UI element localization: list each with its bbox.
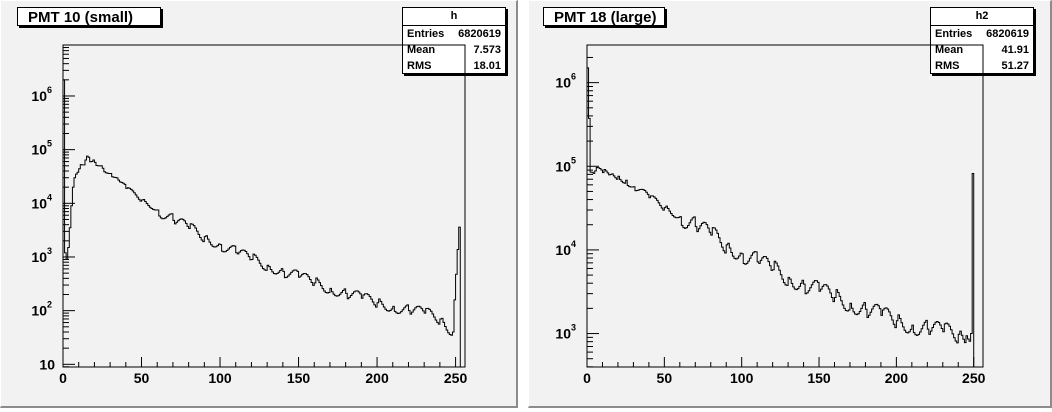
stats-rms-row: RMS 51.27 [931,58,1033,74]
y-tick-label: 10 [555,158,571,174]
stats-hist-name: h [403,8,505,26]
x-tick-label: 200 [885,370,909,386]
stats-mean-row: Mean 41.91 [931,42,1033,58]
y-tick-label: 10 [31,142,47,158]
y-tick-exponent: 3 [47,246,52,256]
y-tick-exponent: 3 [571,323,576,333]
y-tick-exponent: 2 [47,300,52,310]
x-tick-label: 150 [287,370,311,386]
y-tick-label: 10 [31,195,47,211]
stats-entries-row: Entries 6820619 [931,26,1033,42]
stats-box: h2 Entries 6820619 Mean 41.91 RMS 51.27 [930,7,1034,74]
histogram-pad-pmt18: PMT 18 (large) h2 Entries 6820619 Mean 4… [528,0,1052,408]
y-tick-exponent: 6 [47,85,52,95]
stats-entries-row: Entries 6820619 [403,26,505,42]
stats-entries-value: 6820619 [458,28,501,40]
histogram-series [62,79,465,368]
plot-frame [586,44,984,368]
x-tick-label: 100 [208,370,232,386]
stats-hist-name: h2 [931,8,1033,26]
y-tick-label: 10 [555,75,571,91]
x-tick-label: 200 [365,370,389,386]
stats-entries-label: Entries [407,28,445,40]
stats-rms-value: 51.27 [1001,60,1029,72]
stats-mean-label: Mean [407,44,436,56]
stats-entries-value: 6820619 [986,28,1029,40]
x-tick-label: 0 [59,370,67,386]
stats-rms-label: RMS [407,60,432,72]
stats-rms-row: RMS 18.01 [403,58,505,74]
y-tick-label: 10 [555,326,571,342]
x-tick-label: 250 [962,370,986,386]
x-tick-label: 100 [730,370,754,386]
stats-rms-value: 18.01 [473,60,501,72]
y-tick-label: 10 [31,303,47,319]
stats-mean-label: Mean [935,44,964,56]
x-tick-label: 50 [134,370,150,386]
x-tick-label: 0 [583,370,591,386]
stats-mean-value: 41.91 [1001,44,1029,56]
plot-frame [62,44,466,368]
histogram-pad-pmt10: PMT 10 (small) h Entries 6820619 Mean 7.… [0,0,518,408]
y-tick-exponent: 4 [571,239,576,249]
x-tick-label: 250 [444,370,468,386]
y-tick-exponent: 6 [571,72,576,82]
y-tick-label: 10 [39,356,55,372]
y-tick-exponent: 4 [47,192,52,202]
x-tick-label: 150 [807,370,831,386]
y-tick-label: 10 [31,88,47,104]
y-tick-label: 10 [31,249,47,265]
stats-mean-row: Mean 7.573 [403,42,505,58]
y-tick-label: 10 [555,242,571,258]
stats-rms-label: RMS [935,60,960,72]
stats-mean-value: 7.573 [473,44,501,56]
stats-box: h Entries 6820619 Mean 7.573 RMS 18.01 [402,7,506,74]
stats-entries-label: Entries [935,28,973,40]
chart-title: PMT 18 (large) [543,7,665,26]
y-tick-exponent: 5 [47,139,52,149]
y-tick-exponent: 5 [571,155,576,165]
histogram-series [586,67,983,368]
chart-title: PMT 10 (small) [17,7,161,26]
x-tick-label: 50 [657,370,673,386]
